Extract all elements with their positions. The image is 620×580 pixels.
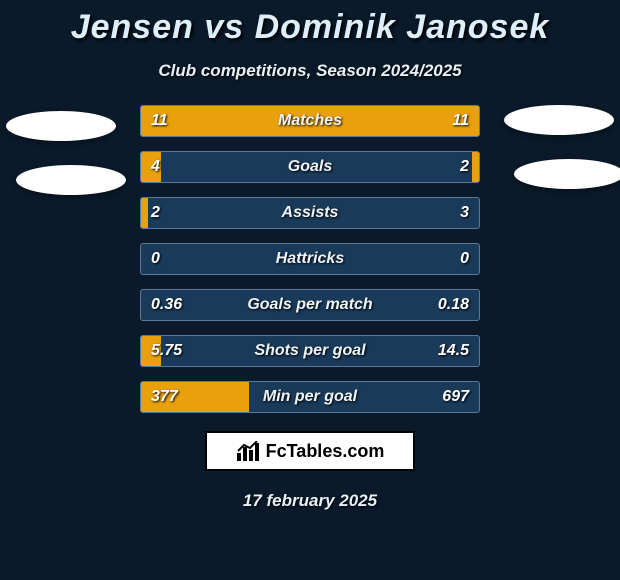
stat-value-left: 0: [151, 244, 160, 274]
stat-row: 0 0Hattricks: [140, 243, 480, 275]
watermark: FcTables.com: [205, 431, 415, 471]
stat-row: 0.36 0.18Goals per match: [140, 289, 480, 321]
stat-value-left: 0.36: [151, 290, 182, 320]
stat-bar-left: [141, 198, 148, 228]
stat-value-left: 377: [151, 382, 178, 412]
stat-value-left: 11: [151, 106, 168, 136]
stat-rows: 1111Matches42Goals23Assists00Hattricks0.…: [140, 105, 480, 413]
stat-value-right: 14.5: [438, 336, 469, 366]
stat-label: Assists: [141, 198, 479, 228]
date-text: 17 february 2025: [0, 491, 620, 511]
stat-value-right: 0.18: [438, 290, 469, 320]
page-title: Jensen vs Dominik Janosek: [0, 0, 620, 47]
stat-value-left: 4: [151, 152, 160, 182]
player-left-avatar-shadow: [6, 111, 116, 141]
stat-row: 1111Matches: [140, 105, 480, 137]
comparison-chart: 1111Matches42Goals23Assists00Hattricks0.…: [0, 105, 620, 413]
stat-row: 5.75 14.5Shots per goal: [140, 335, 480, 367]
stat-row: 377697Min per goal: [140, 381, 480, 413]
stat-row: 4 2Goals: [140, 151, 480, 183]
player-left-avatar: [16, 165, 126, 195]
stat-label: Shots per goal: [141, 336, 479, 366]
watermark-text: FcTables.com: [266, 441, 385, 462]
stat-value-right: 2: [460, 152, 469, 182]
stat-value-right: 0: [460, 244, 469, 274]
stat-row: 2 3Assists: [140, 197, 480, 229]
stat-value-left: 5.75: [151, 336, 182, 366]
stat-label: Goals: [141, 152, 479, 182]
stat-label: Hattricks: [141, 244, 479, 274]
player-right-avatar-shadow: [504, 105, 614, 135]
stat-value-left: 2: [151, 198, 160, 228]
stat-value-right: 11: [452, 106, 469, 136]
stat-label: Goals per match: [141, 290, 479, 320]
watermark-chart-icon: [236, 441, 260, 461]
stat-value-right: 697: [442, 382, 469, 412]
stat-value-right: 3: [460, 198, 469, 228]
season-subtitle: Club competitions, Season 2024/2025: [0, 61, 620, 81]
player-right-avatar: [514, 159, 620, 189]
stat-bar-right: [472, 152, 479, 182]
